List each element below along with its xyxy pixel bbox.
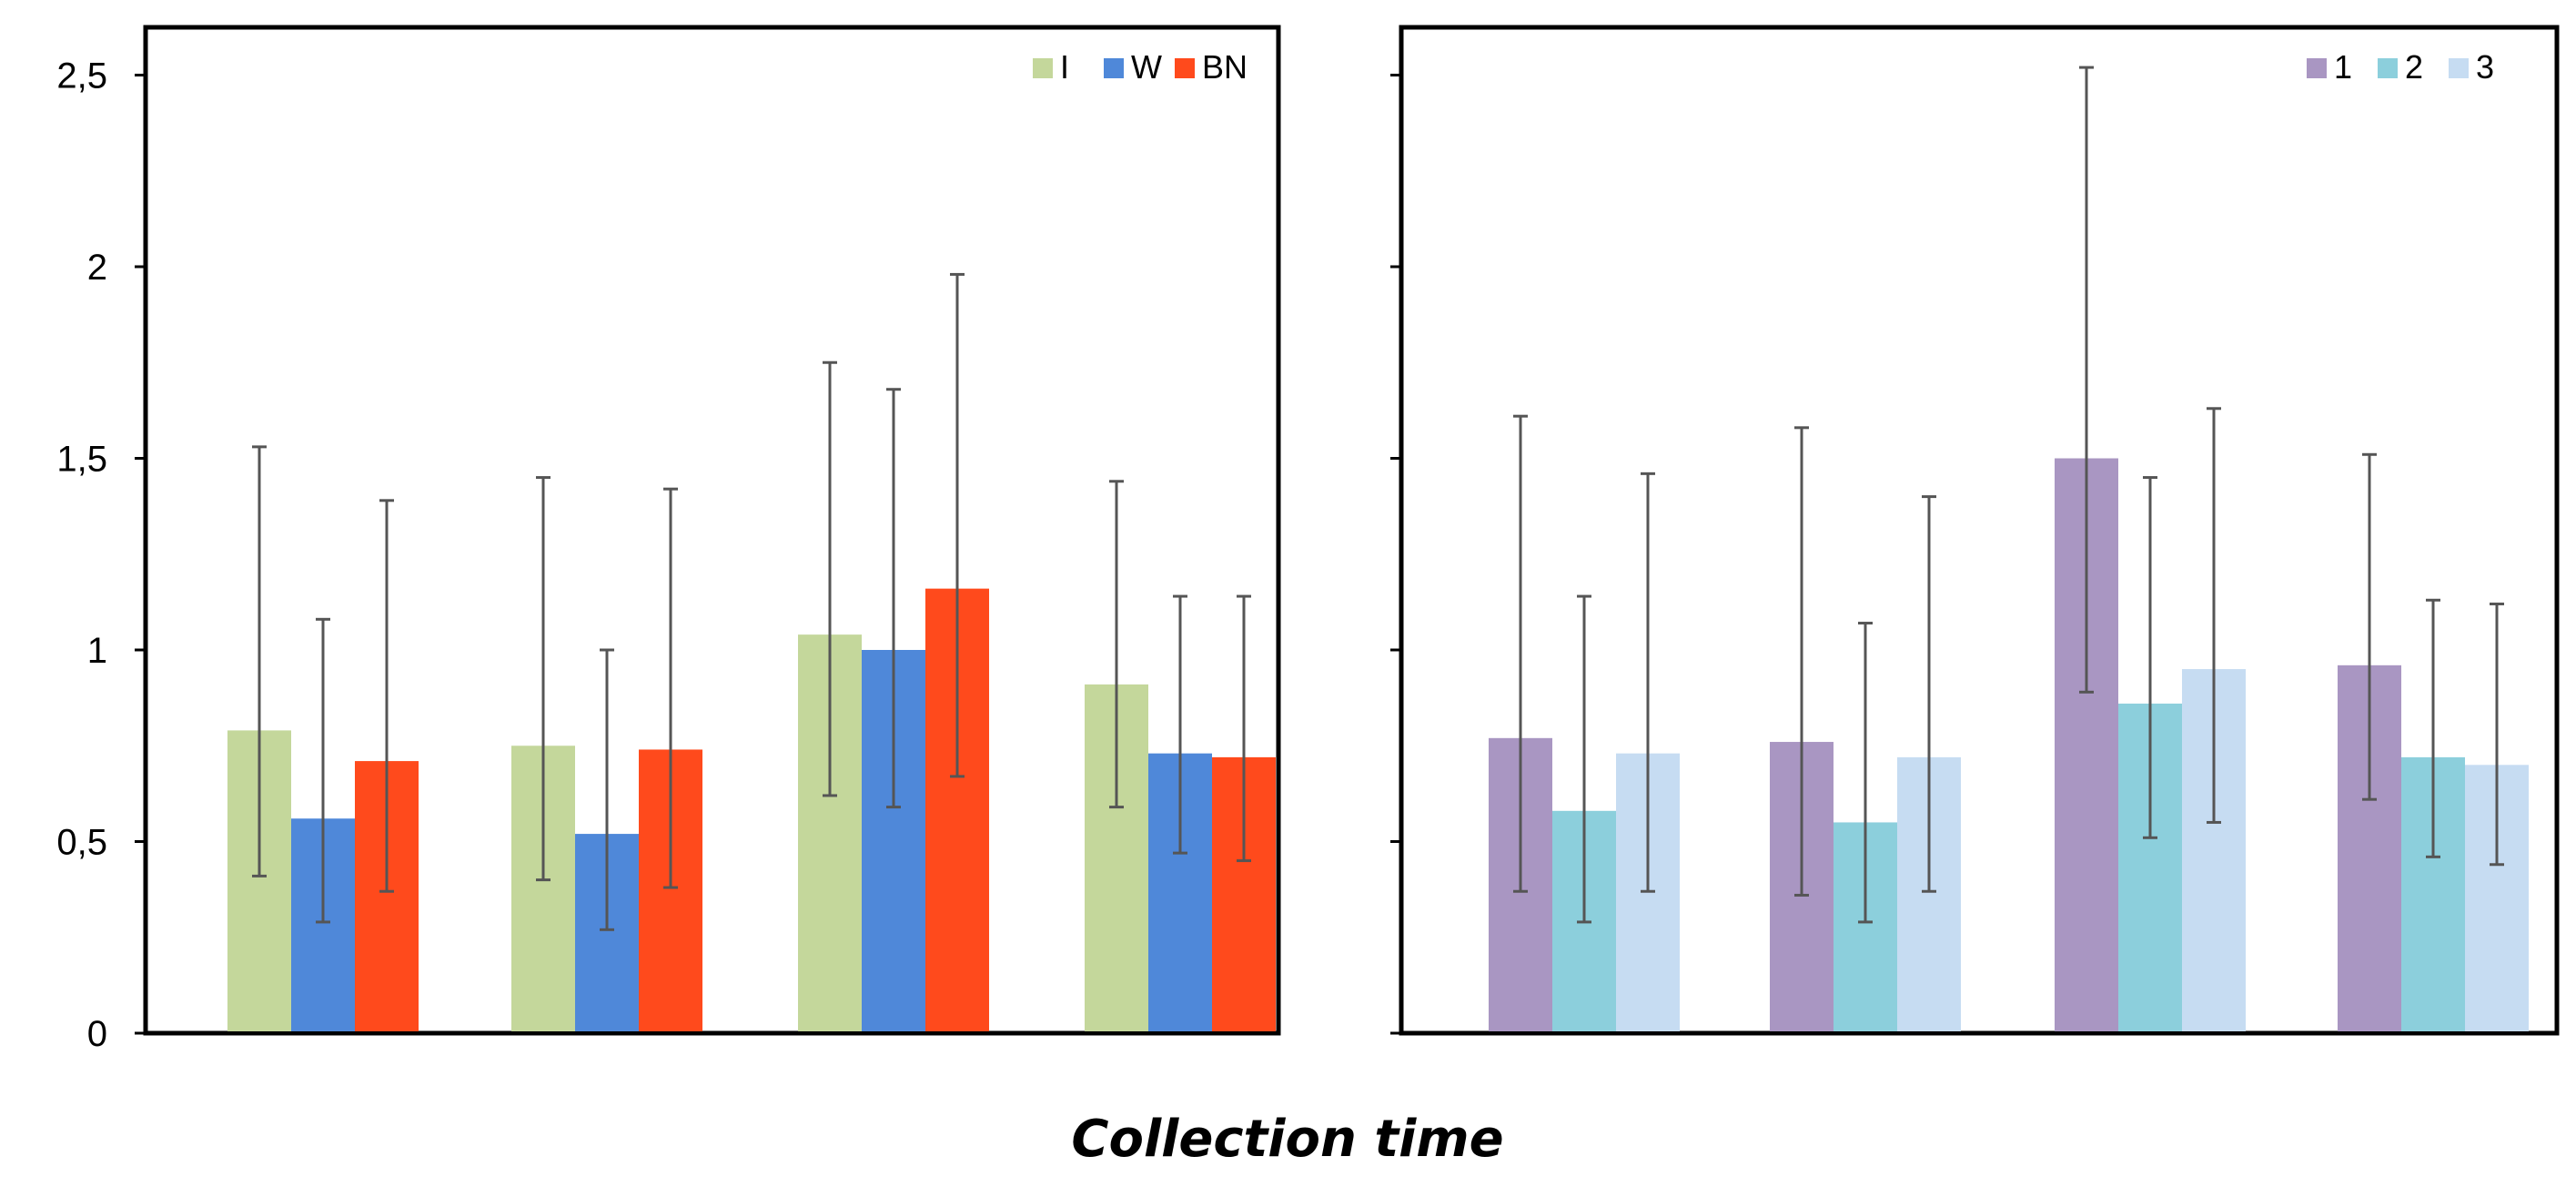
error-bar-W-2: [600, 648, 614, 931]
error-bar-2-4: [2426, 598, 2440, 858]
error-bar-W-3: [886, 388, 901, 809]
y-tick-label: 2,5: [56, 56, 107, 96]
legend-label-I: I: [1060, 48, 1069, 86]
y-tick-label: 0: [87, 1014, 107, 1054]
legend-swatch-1: [2307, 58, 2327, 78]
legend-label-3: 3: [2476, 48, 2494, 86]
error-bar-3-2: [1922, 495, 1936, 893]
error-bar-1-4: [2362, 452, 2377, 801]
legend-swatch-I: [1033, 58, 1053, 78]
legend-label-BN: BN: [1202, 48, 1248, 86]
error-bar-I-3: [823, 360, 837, 797]
error-bar-2-3: [2143, 476, 2157, 839]
error-bar-3-1: [1641, 472, 1655, 893]
legend-swatch-2: [2378, 58, 2398, 78]
left-chart-panel: 0 0,5 1 1,5 2 2,5 I W BN: [56, 25, 1281, 1054]
legend-swatch-W: [1104, 58, 1124, 78]
y-tick-label: 1,5: [56, 440, 107, 480]
legend: 1 2 3: [2307, 48, 2494, 86]
error-bar-BN-1: [379, 499, 394, 893]
error-bar-I-1: [252, 445, 267, 878]
error-bar-BN-2: [663, 487, 678, 889]
error-bar-1-3: [2079, 66, 2094, 694]
error-bar-1-2: [1794, 426, 1809, 897]
legend-label-2: 2: [2405, 48, 2423, 86]
error-bar-I-4: [1109, 480, 1124, 809]
error-bar-2-1: [1577, 594, 1591, 924]
error-bar-I-2: [536, 476, 551, 882]
y-tick-label: 2: [87, 248, 107, 288]
legend-label-W: W: [1131, 48, 1162, 86]
y-tick-label: 1: [87, 631, 107, 671]
error-bar-2-2: [1858, 622, 1873, 924]
legend-swatch-BN: [1175, 58, 1195, 78]
legend: I W BN: [1033, 48, 1248, 86]
legend-swatch-3: [2449, 58, 2469, 78]
error-bar-1-1: [1513, 414, 1528, 893]
x-axis-label: Collection time: [1071, 1110, 1503, 1169]
error-bar-BN-3: [950, 272, 965, 778]
right-chart-panel: 1 2 3: [1390, 25, 2560, 1036]
error-bar-3-4: [2490, 602, 2504, 867]
error-bar-BN-4: [1237, 594, 1251, 863]
error-bar-W-1: [316, 617, 330, 924]
legend-label-1: 1: [2334, 48, 2352, 86]
error-bar-3-3: [2207, 407, 2221, 824]
error-bar-W-4: [1173, 594, 1187, 855]
y-tick-label: 0,5: [56, 823, 107, 863]
